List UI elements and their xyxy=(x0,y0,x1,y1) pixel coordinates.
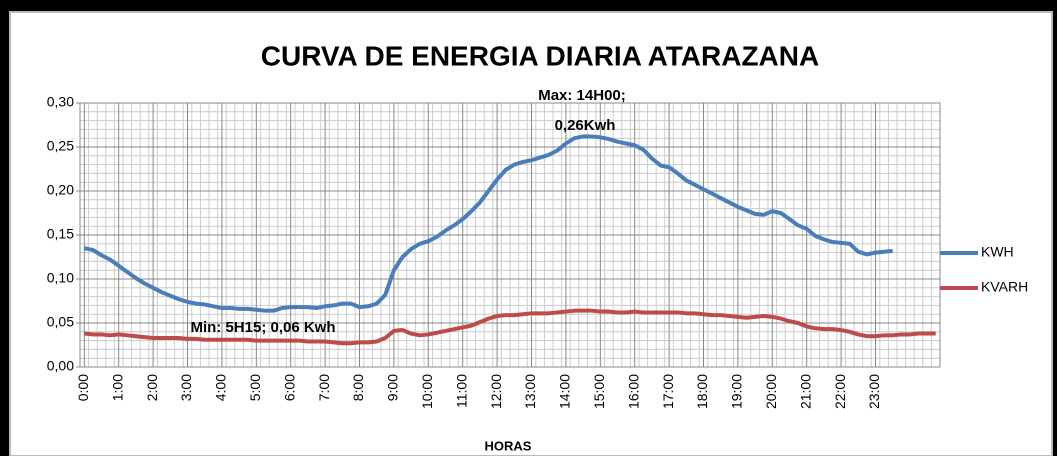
x-tick-label: 8:00 xyxy=(350,374,366,401)
x-tick-label: 23:00 xyxy=(866,374,882,409)
legend-label: KVARH xyxy=(981,279,1028,295)
x-tick-label: 17:00 xyxy=(660,374,676,409)
grid: 0,00 0,05 0,10 0,15 0,20 0,25 0,30 0:00 1:00 2:00… xyxy=(47,94,941,409)
x-tick-label: 20:00 xyxy=(763,374,779,409)
x-tick-label: 6:00 xyxy=(281,374,297,401)
x-tick-label: 22:00 xyxy=(832,374,848,409)
series-line xyxy=(84,308,936,346)
y-tick-label: 0,25 xyxy=(47,138,74,154)
x-tick-label: 11:00 xyxy=(453,374,469,408)
x-tick-label: 5:00 xyxy=(247,374,263,401)
x-axis-label: HORAS xyxy=(485,438,532,453)
x-tick-label: 7:00 xyxy=(316,374,332,401)
x-tick-label: 13:00 xyxy=(522,374,538,409)
x-tick-label: 18:00 xyxy=(694,374,710,409)
x-tick-label: 9:00 xyxy=(385,374,401,401)
y-tick-label: 0,20 xyxy=(47,182,74,198)
plot-border xyxy=(79,102,941,368)
x-tick-label: 12:00 xyxy=(488,374,504,409)
x-tick-label: 19:00 xyxy=(729,374,745,409)
x-tick-label: 0:00 xyxy=(75,374,91,401)
x-tick-label: 21:00 xyxy=(797,374,813,409)
plot xyxy=(83,134,936,346)
y-tick-label: 0,05 xyxy=(47,314,74,330)
x-tick-label: 1:00 xyxy=(109,374,125,401)
y-tick-label: 0,15 xyxy=(47,226,74,242)
annotation: 0,26Kwh xyxy=(555,117,616,134)
x-tick-label: 2:00 xyxy=(144,374,160,401)
legend-label: KWH xyxy=(981,244,1014,260)
x-tick-label: 14:00 xyxy=(557,374,573,409)
annotation: Min: 5H15; 0,06 Kwh xyxy=(190,319,335,336)
x-tick-label: 10:00 xyxy=(419,374,435,409)
chart-title: CURVA DE ENERGIA DIARIA ATARAZANA xyxy=(261,40,819,71)
x-tick-label: 15:00 xyxy=(591,374,607,409)
series-line xyxy=(83,134,893,313)
y-tick-label: 0,10 xyxy=(47,270,74,286)
y-tick-label: 0,30 xyxy=(47,94,74,110)
x-tick-label: 4:00 xyxy=(213,374,229,401)
x-tick-label: 16:00 xyxy=(625,374,641,409)
x-tick-label: 3:00 xyxy=(178,374,194,401)
annotation: Max: 14H00; xyxy=(538,87,626,104)
y-tick-label: 0,00 xyxy=(47,358,74,374)
